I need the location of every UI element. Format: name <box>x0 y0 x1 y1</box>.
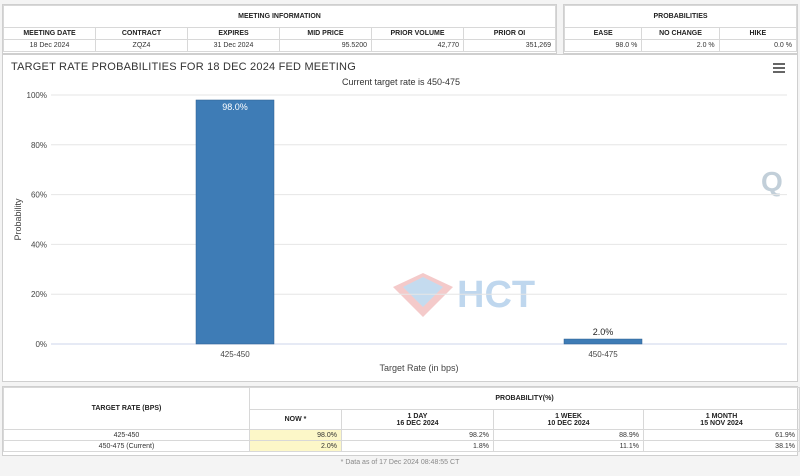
mid-price-value: 95.5200 <box>279 39 372 52</box>
hamburger-menu-icon[interactable] <box>773 63 785 73</box>
col-1month-header: 1 MONTH 15 NOV 2024 <box>642 409 800 430</box>
col-1week-header: 1 WEEK 10 DEC 2024 <box>493 409 644 430</box>
prior-oi-value: 351,269 <box>463 39 556 52</box>
header-meeting-date: MEETING DATE <box>3 27 96 40</box>
value-cell: 88.9% <box>493 429 644 441</box>
value-cell: 1.8% <box>341 440 494 452</box>
value-cell: 98.2% <box>341 429 494 441</box>
y-tick-label: 80% <box>31 141 47 150</box>
value-cell: 11.1% <box>493 440 644 452</box>
header-ease: EASE <box>563 27 643 40</box>
table-row: 450-475 (Current) 2.0% 1.8% 11.1% 38.1% <box>3 440 800 452</box>
y-tick-label: 0% <box>35 340 47 349</box>
col-1day-header: 1 DAY 16 DEC 2024 <box>341 409 494 430</box>
header-hike: HIKE <box>718 27 798 40</box>
x-tick-label: 450-475 <box>588 350 618 359</box>
probabilities-title: PROBABILITIES <box>564 5 797 28</box>
target-rate-header: TARGET RATE (BPS) <box>3 387 250 430</box>
meeting-info-panel: MEETING INFORMATION MEETING DATE CONTRAC… <box>2 4 557 54</box>
header-contract: CONTRACT <box>95 27 188 40</box>
header-prior-oi: PRIOR OI <box>463 27 556 40</box>
header-mid-price: MID PRICE <box>279 27 372 40</box>
hct-watermark-text: HCT <box>457 274 535 316</box>
no-change-value: 2.0 % <box>641 39 720 52</box>
chart-canvas: HCT Q 0% 20% 40% 60% 80% 100% 98.0% 425-450 2.0% 45… <box>13 91 787 373</box>
q-logo-icon: Q <box>761 166 783 197</box>
bar-data-label: 98.0% <box>222 102 248 112</box>
y-tick-label: 60% <box>31 191 47 200</box>
rate-cell: 450-475 (Current) <box>3 440 250 452</box>
meeting-info-title: MEETING INFORMATION <box>3 5 556 28</box>
hike-value: 0.0 % <box>718 39 798 52</box>
col-now-header: NOW * <box>249 409 342 430</box>
x-tick-label: 425-450 <box>220 350 250 359</box>
probability-header: PROBABILITY(%) <box>248 387 800 410</box>
data-timestamp-footnote: * Data as of 17 Dec 2024 08:48:55 CT <box>340 459 460 466</box>
probabilities-panel: PROBABILITIES EASE NO CHANGE HIKE 98.0 %… <box>563 4 798 54</box>
prior-volume-value: 42,770 <box>371 39 464 52</box>
bar-425-450 <box>195 99 275 345</box>
header-expires: EXPIRES <box>187 27 280 40</box>
probability-history-panel: TARGET RATE (BPS) PROBABILITY(%) NOW * 1… <box>2 386 800 456</box>
ease-value: 98.0 % <box>563 39 643 52</box>
bar-data-label: 2.0% <box>593 327 614 337</box>
y-tick-label: 100% <box>27 91 47 100</box>
value-cell: 38.1% <box>642 440 800 452</box>
header-no-change: NO CHANGE <box>641 27 720 40</box>
x-axis-title: Target Rate (in bps) <box>379 363 458 373</box>
y-tick-label: 40% <box>31 240 47 249</box>
value-cell: 2.0% <box>249 440 342 452</box>
table-row: 425-450 98.0% 98.2% 88.9% 61.9% <box>3 429 800 441</box>
hct-diamond-logo-icon <box>393 273 453 317</box>
rate-cell: 425-450 <box>3 429 250 441</box>
bar-450-475 <box>563 338 643 345</box>
expires-value: 31 Dec 2024 <box>187 39 280 52</box>
chart-title: TARGET RATE PROBABILITIES FOR 18 DEC 202… <box>11 61 356 73</box>
value-cell: 61.9% <box>642 429 800 441</box>
chart-subtitle: Current target rate is 450-475 <box>341 77 461 87</box>
meeting-date-value: 18 Dec 2024 <box>3 39 96 52</box>
y-axis-title: Probability <box>13 198 23 241</box>
contract-value: ZQZ4 <box>95 39 188 52</box>
chart-panel: HCT Q 0% 20% 40% 60% 80% 100% 98.0% 425-450 2.0% 45… <box>2 54 798 382</box>
meeting-info-table: MEETING INFORMATION MEETING DATE CONTRAC… <box>3 5 556 52</box>
y-tick-label: 20% <box>31 290 47 299</box>
probability-history-table: TARGET RATE (BPS) PROBABILITY(%) NOW * 1… <box>3 387 800 452</box>
header-prior-volume: PRIOR VOLUME <box>371 27 464 40</box>
probabilities-table: PROBABILITIES EASE NO CHANGE HIKE 98.0 %… <box>563 5 798 52</box>
value-cell: 98.0% <box>249 429 342 441</box>
